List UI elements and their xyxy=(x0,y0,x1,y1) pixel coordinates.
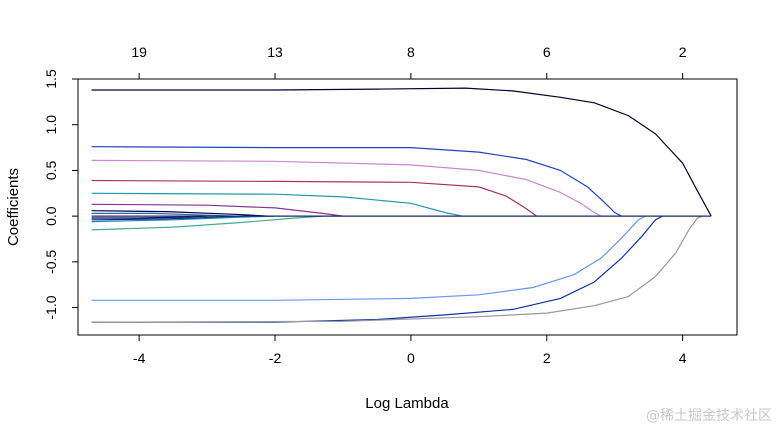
top-axis: 19 13 8 6 2 xyxy=(131,44,687,79)
coefficient-path-2 xyxy=(91,146,622,217)
y-tick-label: 1.0 xyxy=(43,115,59,135)
y-tick-label: -1.0 xyxy=(43,295,59,319)
x-axis-title: Log Lambda xyxy=(365,395,449,412)
watermark-text: @稀土掘金技术社区 xyxy=(646,408,772,424)
coefficient-path-15 xyxy=(91,215,704,323)
series-layer xyxy=(91,87,712,323)
coefficient-path-3 xyxy=(91,159,602,217)
coefficient-path-7 xyxy=(91,210,269,217)
top-tick-label: 2 xyxy=(679,44,687,60)
y-axis: -1.0 -0.5 0.0 0.5 1.0 1.5 xyxy=(43,69,78,320)
coefficient-path-6 xyxy=(91,203,344,217)
y-tick-label: 0.0 xyxy=(43,206,59,226)
x-tick-label: 4 xyxy=(679,350,687,366)
top-tick-label: 19 xyxy=(131,44,147,60)
y-axis-title: Coefficients xyxy=(5,168,22,246)
coefficient-path-12 xyxy=(91,215,323,231)
top-tick-label: 13 xyxy=(267,44,283,60)
top-tick-label: 8 xyxy=(407,44,415,60)
x-tick-label: -4 xyxy=(133,350,146,366)
coefficient-path-4 xyxy=(91,179,537,217)
x-tick-label: 2 xyxy=(543,350,551,366)
coefficient-path-13 xyxy=(91,215,646,301)
x-tick-label: -2 xyxy=(269,350,282,366)
coefficient-path-14 xyxy=(91,215,663,323)
plot-frame xyxy=(77,78,738,336)
y-tick-label: 0.5 xyxy=(43,160,59,180)
y-tick-label: 1.5 xyxy=(43,69,59,89)
x-axis: -4 -2 0 2 4 xyxy=(133,335,687,366)
top-tick-label: 6 xyxy=(543,44,551,60)
y-tick-label: -0.5 xyxy=(43,250,59,274)
coefficient-path-5 xyxy=(91,192,463,217)
coefficient-path-1 xyxy=(91,87,712,217)
x-tick-label: 0 xyxy=(407,350,415,366)
